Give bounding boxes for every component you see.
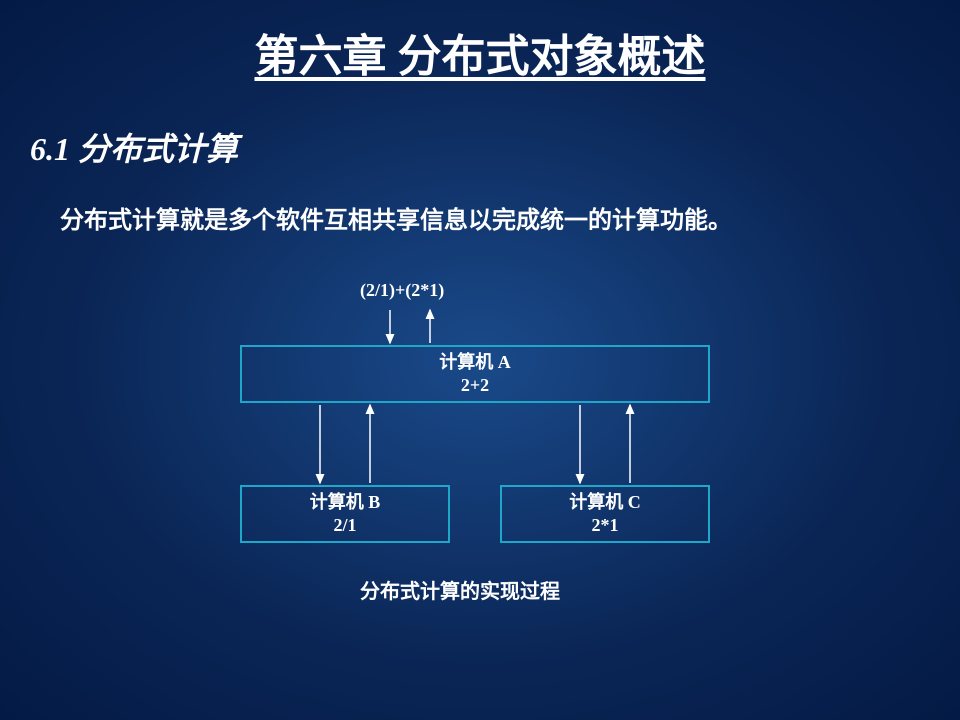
diagram-caption: 分布式计算的实现过程 <box>360 575 560 604</box>
section-heading: 6.1 分布式计算 <box>0 124 960 170</box>
arrows-svg <box>0 265 960 605</box>
expression-label: (2/1)+(2*1) <box>360 280 444 301</box>
node-computer-a: 计算机 A 2+2 <box>240 345 710 403</box>
node-a-label: 计算机 A <box>242 351 708 374</box>
node-b-label: 计算机 B <box>242 491 448 514</box>
node-b-value: 2/1 <box>242 514 448 537</box>
node-computer-c: 计算机 C 2*1 <box>500 485 710 543</box>
node-c-label: 计算机 C <box>502 491 708 514</box>
body-paragraph: 分布式计算就是多个软件互相共享信息以完成统一的计算功能。 <box>0 200 960 235</box>
node-a-value: 2+2 <box>242 374 708 397</box>
page-title: 第六章 分布式对象概述 <box>0 0 960 84</box>
node-c-value: 2*1 <box>502 514 708 537</box>
node-computer-b: 计算机 B 2/1 <box>240 485 450 543</box>
diagram-container: (2/1)+(2*1) 计算机 A 2+2 计算机 B 2/1 计算机 C 2*… <box>0 265 960 605</box>
